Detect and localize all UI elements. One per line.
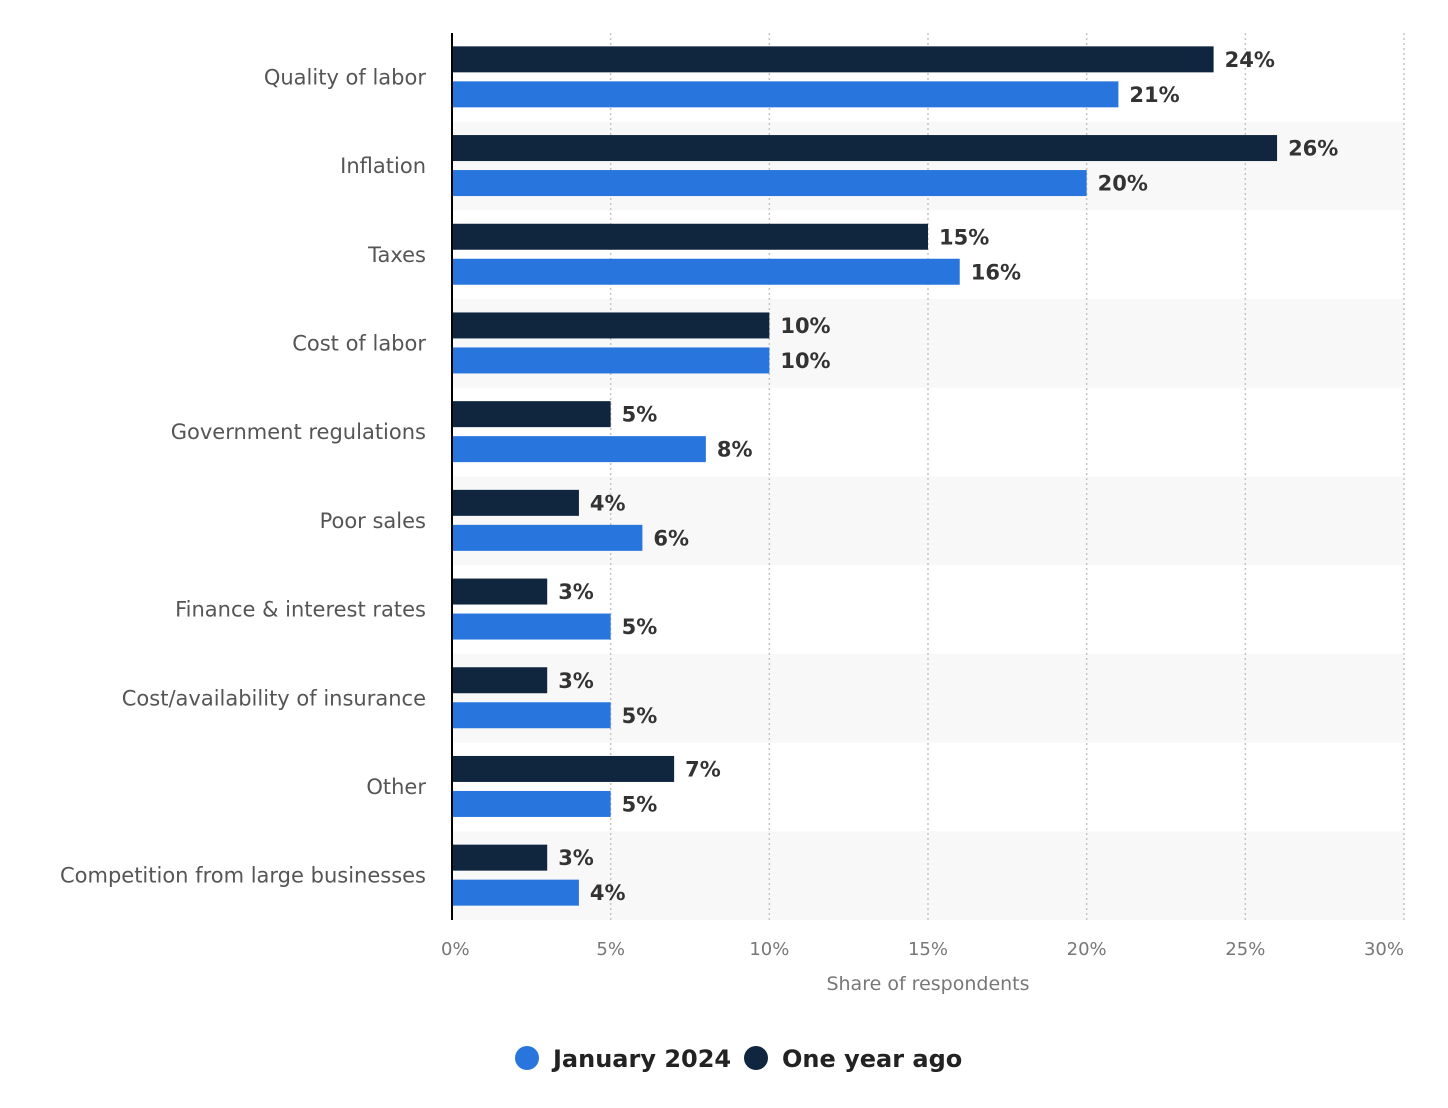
bar-one-year-ago — [452, 667, 548, 694]
category-labels: Quality of labor Inflation Taxes Cost of la… — [60, 65, 426, 887]
category-label: Inflation — [340, 154, 426, 178]
data-label: 6% — [653, 526, 689, 550]
bar-january-2024 — [452, 170, 1087, 197]
legend-label: One year ago — [782, 1045, 962, 1073]
bar-one-year-ago — [452, 46, 1214, 73]
category-label: Taxes — [367, 243, 426, 267]
data-label: 24% — [1225, 48, 1275, 72]
data-label: 3% — [558, 846, 594, 870]
data-label: 5% — [622, 403, 658, 427]
data-label: 4% — [590, 881, 626, 905]
row-band — [452, 831, 1404, 920]
data-label: 21% — [1129, 83, 1179, 107]
category-label: Poor sales — [320, 509, 426, 533]
bar-january-2024 — [452, 613, 611, 640]
data-label: 16% — [971, 260, 1021, 284]
bar-one-year-ago — [452, 578, 548, 605]
bar-january-2024 — [452, 347, 770, 374]
bar-one-year-ago — [452, 844, 548, 871]
x-tick-label: 15% — [908, 939, 948, 960]
legend[interactable]: January 2024 One year ago — [515, 1045, 962, 1073]
x-tick-label: 25% — [1225, 939, 1265, 960]
legend-label: January 2024 — [551, 1045, 731, 1073]
bar-january-2024 — [452, 81, 1119, 108]
x-tick-label: 10% — [749, 939, 789, 960]
x-axis-title: Share of respondents — [826, 973, 1029, 995]
x-tick-label: 20% — [1067, 939, 1107, 960]
category-label: Competition from large businesses — [60, 864, 426, 888]
bars — [452, 46, 1278, 906]
bar-january-2024 — [452, 879, 579, 906]
legend-item[interactable]: January 2024 — [515, 1045, 731, 1073]
category-label: Quality of labor — [264, 65, 427, 89]
data-label: 4% — [590, 491, 626, 515]
value-labels: 24% 21% 26% 20% 15% 16% 10% 10% 5% 8% 4% 6% 3% 5% 3% 5%… — [558, 48, 1338, 905]
legend-item[interactable]: One year ago — [744, 1045, 962, 1073]
bar-january-2024 — [452, 790, 611, 817]
bar-january-2024 — [452, 702, 611, 729]
bar-one-year-ago — [452, 489, 579, 516]
data-label: 3% — [558, 580, 594, 604]
x-tick-label: 0% — [441, 939, 470, 960]
data-label: 10% — [780, 314, 830, 338]
category-label: Other — [366, 775, 426, 799]
data-label: 10% — [780, 349, 830, 373]
data-label: 3% — [558, 669, 594, 693]
bar-january-2024 — [452, 258, 960, 285]
category-label: Cost/availability of insurance — [122, 686, 426, 710]
x-tick-label: 5% — [596, 939, 625, 960]
bar-one-year-ago — [452, 135, 1278, 162]
bar-one-year-ago — [452, 755, 675, 782]
legend-marker — [515, 1046, 539, 1070]
data-label: 8% — [717, 438, 753, 462]
data-label: 5% — [622, 704, 658, 728]
data-label: 20% — [1098, 172, 1148, 196]
data-label: 26% — [1288, 137, 1338, 161]
category-label: Finance & interest rates — [175, 598, 426, 622]
bar-one-year-ago — [452, 312, 770, 339]
data-label: 5% — [622, 792, 658, 816]
x-tick-label: 30% — [1364, 939, 1404, 960]
legend-marker — [744, 1046, 768, 1070]
x-tick-labels: 0% 5% 10% 15% 20% 25% 30% — [441, 939, 1404, 960]
data-label: 15% — [939, 225, 989, 249]
bar-one-year-ago — [452, 401, 611, 428]
data-label: 7% — [685, 757, 721, 781]
category-label: Government regulations — [171, 420, 426, 444]
category-label: Cost of labor — [292, 331, 426, 355]
bar-january-2024 — [452, 524, 643, 551]
data-label: 5% — [622, 615, 658, 639]
row-band — [452, 121, 1404, 211]
bar-january-2024 — [452, 436, 706, 463]
bar-one-year-ago — [452, 223, 928, 250]
